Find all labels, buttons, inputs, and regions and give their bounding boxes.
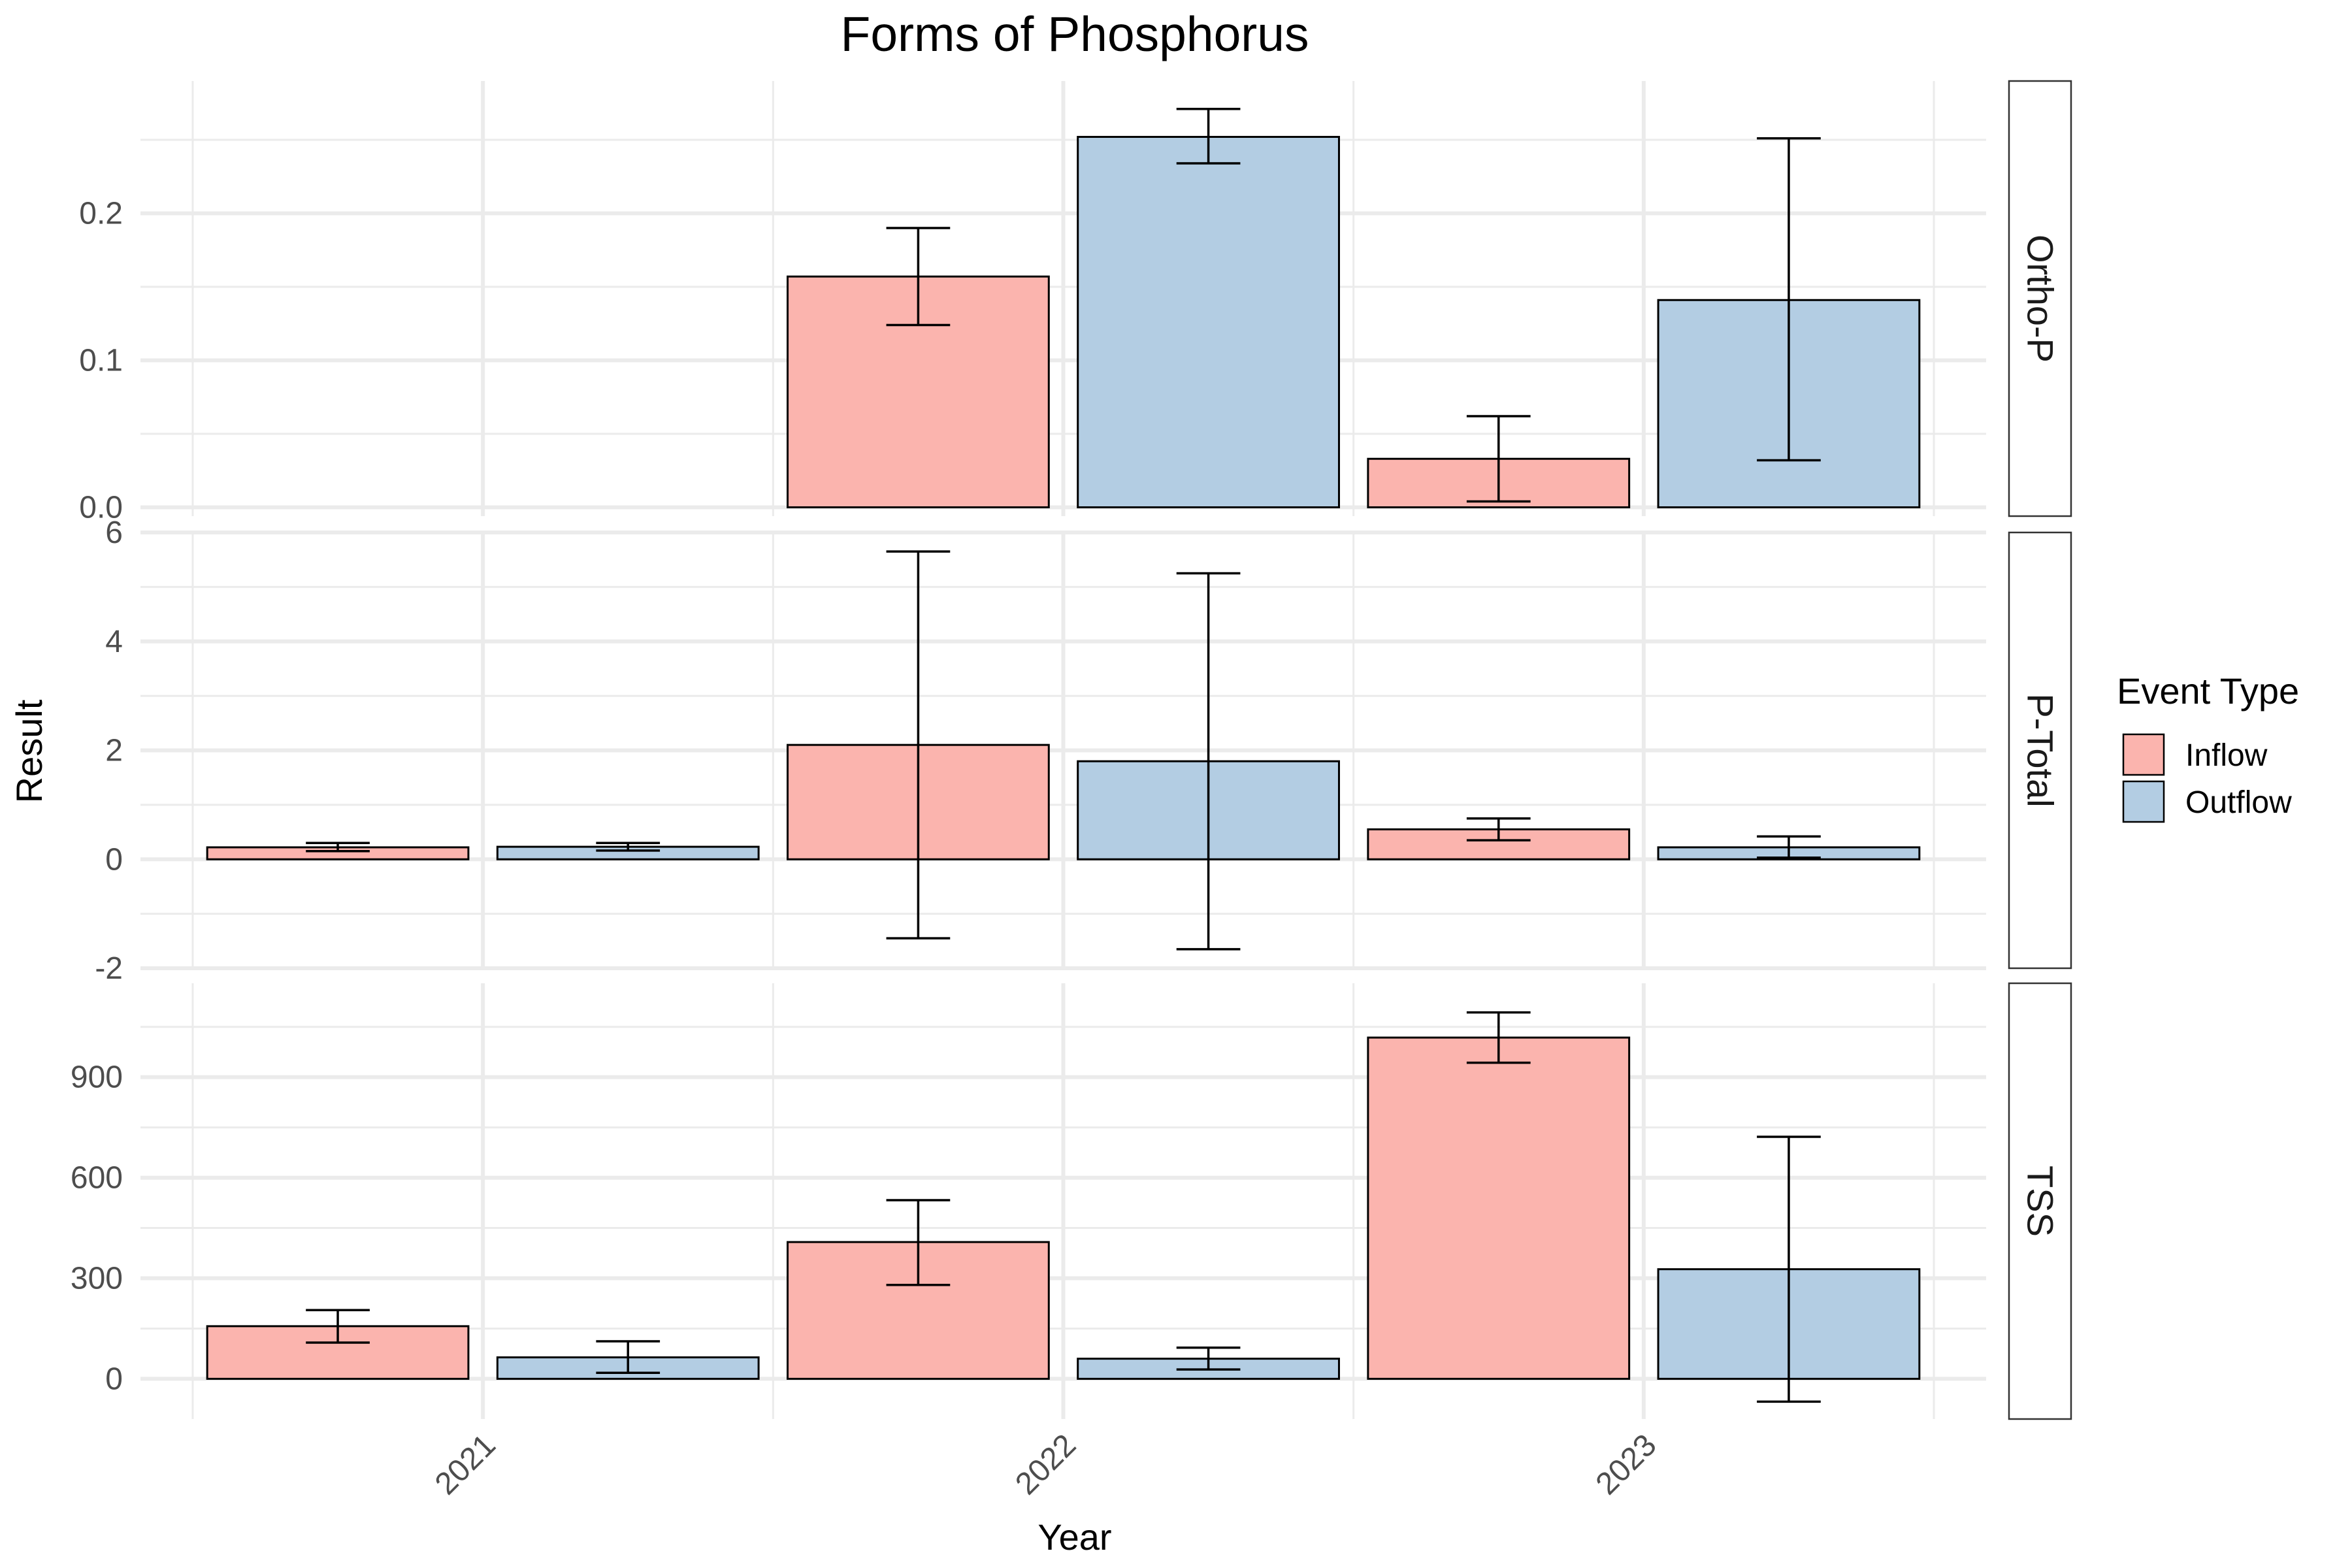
x-tick-label: 2023 xyxy=(1590,1428,1663,1501)
y-tick-label: 2 xyxy=(105,734,123,768)
facet-label: P-Total xyxy=(2020,693,2061,807)
chart-title: Forms of Phosphorus xyxy=(841,7,1309,61)
x-axis-title: Year xyxy=(1037,1516,1111,1558)
bar-outflow-2022 xyxy=(1077,136,1340,508)
facet-strip-p-total: P-Total xyxy=(2008,531,2072,970)
y-axis-title: Result xyxy=(8,699,50,803)
y-tick-label: 600 xyxy=(71,1161,123,1196)
y-tick-label: 300 xyxy=(71,1262,123,1296)
error-bar-inflow-2023 xyxy=(1466,1011,1531,1064)
error-bar-outflow-2023 xyxy=(1757,137,1821,462)
facet-strips: Ortho-P P-Total TSS xyxy=(2008,80,2072,1420)
y-tick-label: 6 xyxy=(105,515,123,550)
y-tick-label: 4 xyxy=(105,625,123,659)
facet-label: TSS xyxy=(2020,1166,2061,1237)
facet-strip-ortho-p: Ortho-P xyxy=(2008,80,2072,517)
legend-swatch-outflow xyxy=(2122,780,2165,823)
error-bar-outflow-2022 xyxy=(1176,108,1241,165)
x-tick-label: 2021 xyxy=(429,1428,502,1501)
error-bar-outflow-2022 xyxy=(1176,1346,1241,1371)
legend: Event Type Inflow Outflow xyxy=(2117,670,2299,823)
y-tick-label: 0 xyxy=(105,842,123,877)
error-bar-inflow-2021 xyxy=(306,1309,370,1344)
error-bar-outflow-2023 xyxy=(1757,835,1821,859)
legend-label-outflow: Outflow xyxy=(2185,785,2292,820)
error-bar-inflow-2022 xyxy=(886,550,951,939)
bar-inflow-2023 xyxy=(1367,1036,1631,1380)
x-axis: 2021 2022 2023 xyxy=(429,1428,1663,1501)
x-tick-label: 2022 xyxy=(1009,1428,1083,1501)
legend-swatch-inflow xyxy=(2122,733,2165,776)
error-bar-outflow-2021 xyxy=(596,841,661,852)
panel-p-total: -2 0 2 4 6 xyxy=(95,515,1986,986)
error-bar-outflow-2021 xyxy=(596,1340,661,1374)
legend-title: Event Type xyxy=(2117,670,2299,711)
legend-label-inflow: Inflow xyxy=(2185,738,2268,773)
error-bar-inflow-2022 xyxy=(886,227,951,327)
error-bar-outflow-2023 xyxy=(1757,1135,1821,1403)
y-tick-label: 900 xyxy=(71,1060,123,1095)
panel-ortho-p: 0.0 0.1 0.2 xyxy=(79,81,1986,525)
error-bar-outflow-2022 xyxy=(1176,572,1241,951)
y-tick-label: 0 xyxy=(105,1362,123,1396)
error-bar-inflow-2023 xyxy=(1466,817,1531,841)
error-bar-inflow-2021 xyxy=(306,841,370,853)
y-tick-label: -2 xyxy=(95,951,123,986)
error-bar-inflow-2023 xyxy=(1466,415,1531,503)
facet-label: Ortho-P xyxy=(2020,235,2061,363)
y-tick-label: 0.2 xyxy=(79,197,123,231)
panels-layer: 0.0 0.1 0.2 -2 0 2 4 6 0 300 600 900 xyxy=(71,81,1986,1419)
facet-strip-tss: TSS xyxy=(2008,982,2072,1420)
y-tick-label: 0.1 xyxy=(79,344,123,378)
panel-tss: 0 300 600 900 xyxy=(71,983,1986,1419)
error-bar-inflow-2022 xyxy=(886,1199,951,1286)
y-tick-label: 0.0 xyxy=(79,491,123,525)
